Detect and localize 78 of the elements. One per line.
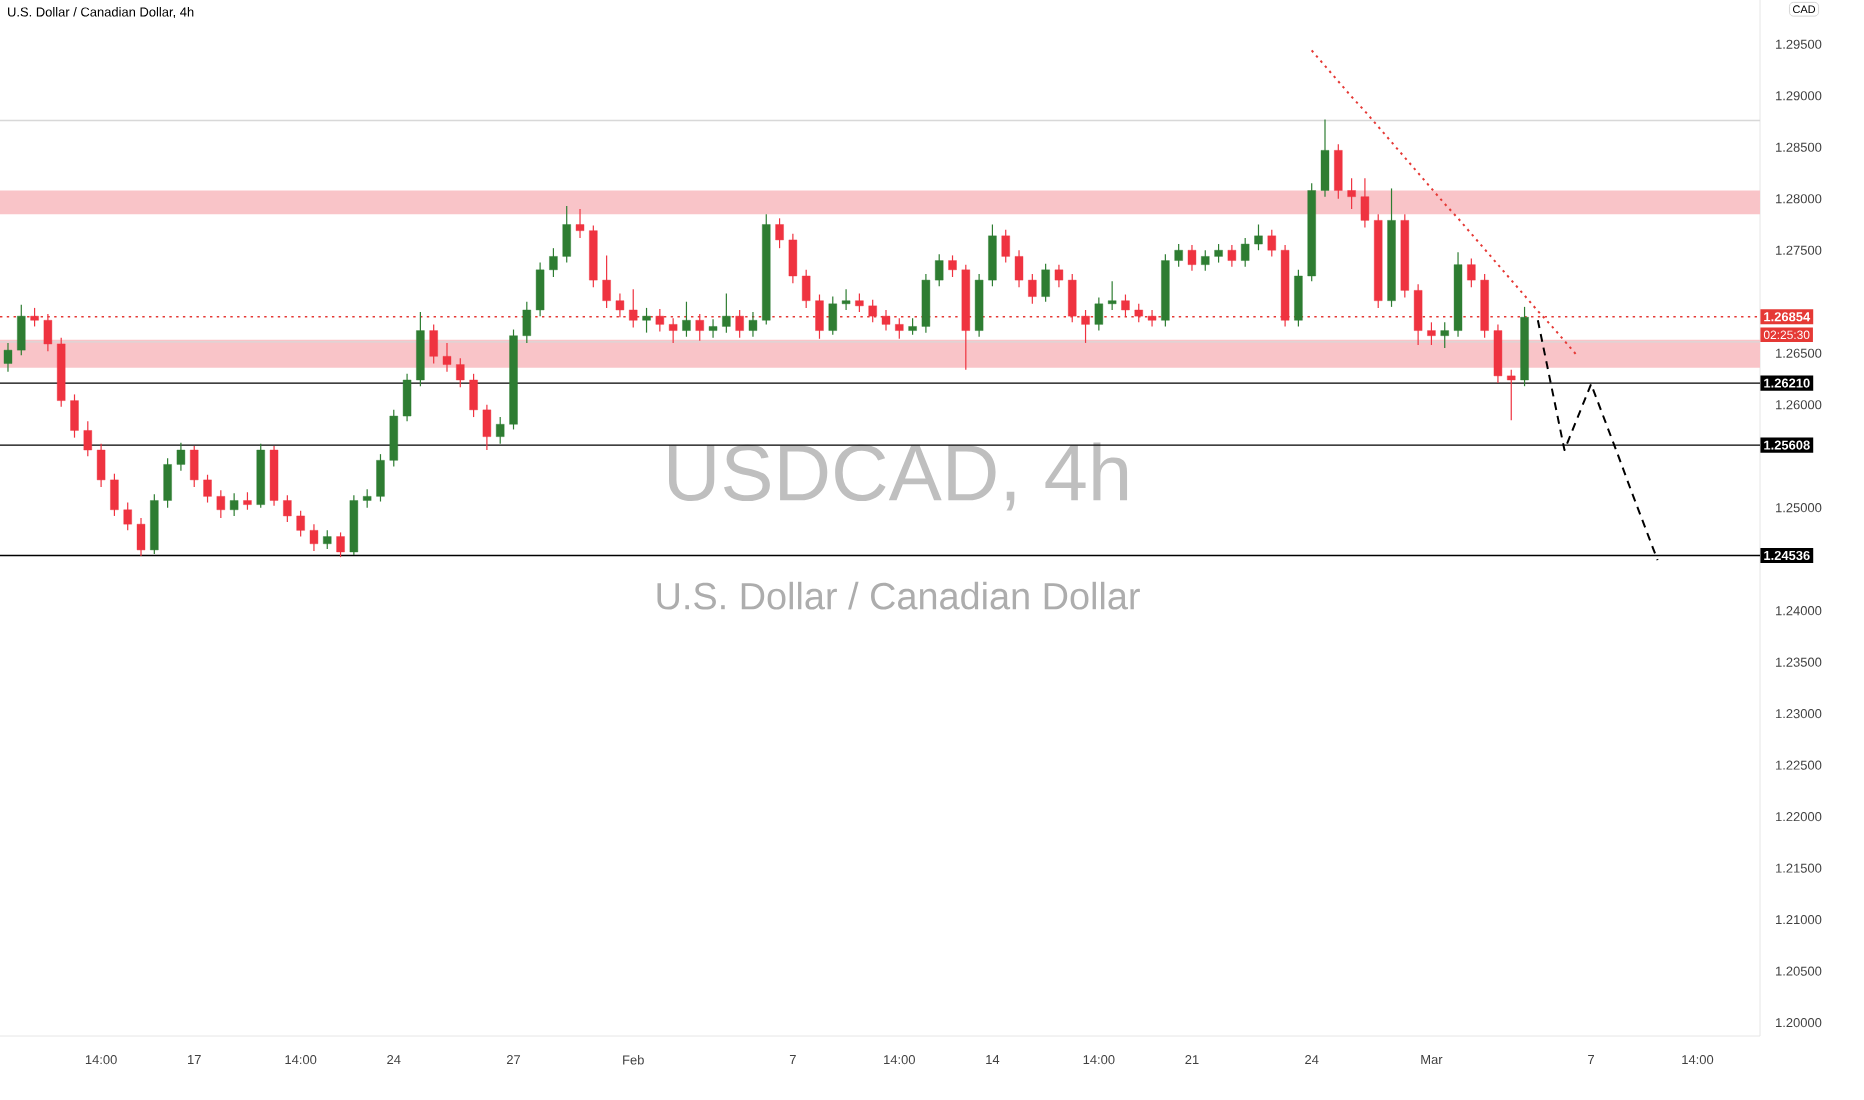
candlestick	[1201, 249, 1210, 272]
candlestick	[788, 233, 798, 284]
candlestick	[1320, 118, 1330, 198]
candlestick	[855, 292, 864, 313]
candlestick	[323, 529, 332, 550]
candlestick	[1174, 243, 1183, 268]
candlestick	[163, 457, 172, 509]
candlestick	[522, 301, 531, 344]
candlestick	[921, 273, 931, 334]
candlestick	[722, 292, 731, 334]
candlestick	[70, 393, 79, 439]
candlestick	[389, 409, 398, 468]
candlestick	[482, 404, 492, 451]
candlestick	[309, 523, 319, 552]
candlestick	[402, 373, 412, 422]
candlestick	[203, 474, 212, 504]
candlestick	[376, 453, 385, 503]
candlestick	[216, 489, 226, 519]
candlestick	[176, 442, 186, 472]
annotation: U.S. Dollar / Canadian Dollar	[657, 581, 1140, 610]
candlestick	[828, 295, 837, 336]
candlestick	[1507, 369, 1516, 421]
candlestick	[1360, 177, 1370, 229]
candlestick	[362, 488, 372, 509]
candlestick	[642, 307, 651, 334]
candlestick	[1107, 280, 1117, 311]
candlestick	[83, 420, 92, 457]
candlestick	[469, 373, 478, 418]
candlestick	[1347, 177, 1356, 210]
candlestick	[456, 357, 465, 388]
candlestick	[1028, 273, 1037, 305]
candlestick	[775, 217, 784, 249]
annotation: USDCAD, 4h	[669, 442, 1128, 511]
candlestick	[429, 323, 438, 365]
candlestick	[1094, 297, 1104, 332]
candlestick	[1054, 264, 1064, 288]
candlestick	[1440, 321, 1449, 349]
candlestick	[123, 501, 132, 531]
candlestick	[1214, 243, 1223, 264]
candlestick	[336, 531, 345, 558]
candlestick	[1187, 244, 1197, 272]
candlestick	[708, 318, 718, 339]
candlestick	[1001, 229, 1010, 264]
candlestick	[935, 253, 944, 287]
candlestick	[17, 304, 26, 356]
candlestick	[535, 261, 545, 317]
candlestick	[496, 416, 505, 445]
candlestick	[1493, 323, 1503, 384]
candlestick	[1254, 223, 1263, 251]
candlestick	[283, 494, 292, 523]
candlestick	[110, 473, 119, 517]
candlestick	[562, 205, 571, 264]
candlestick	[190, 445, 199, 488]
candlestick	[1267, 229, 1276, 258]
candlestick	[1241, 237, 1250, 268]
candlestick	[895, 317, 904, 340]
candlestick	[1014, 249, 1024, 288]
candlestick	[988, 223, 997, 287]
candlestick	[1467, 257, 1476, 288]
candlestick	[1041, 263, 1050, 303]
candlestick	[682, 301, 691, 338]
candlestick	[841, 288, 851, 311]
candlestick	[3, 342, 13, 373]
candlestick	[1334, 143, 1343, 200]
candlestick	[229, 492, 239, 517]
candlestick	[442, 342, 452, 373]
candlestick	[575, 208, 585, 239]
candlestick	[801, 269, 811, 309]
candlestick	[136, 517, 146, 557]
candlestick	[296, 510, 305, 538]
candlestick	[549, 247, 558, 278]
candlestick	[96, 443, 106, 488]
candlestick	[948, 254, 957, 278]
candlestick	[602, 254, 611, 309]
candlestick	[1227, 244, 1237, 268]
candlestick	[1294, 269, 1303, 328]
candlestick	[748, 311, 758, 338]
candlestick	[1427, 321, 1436, 346]
